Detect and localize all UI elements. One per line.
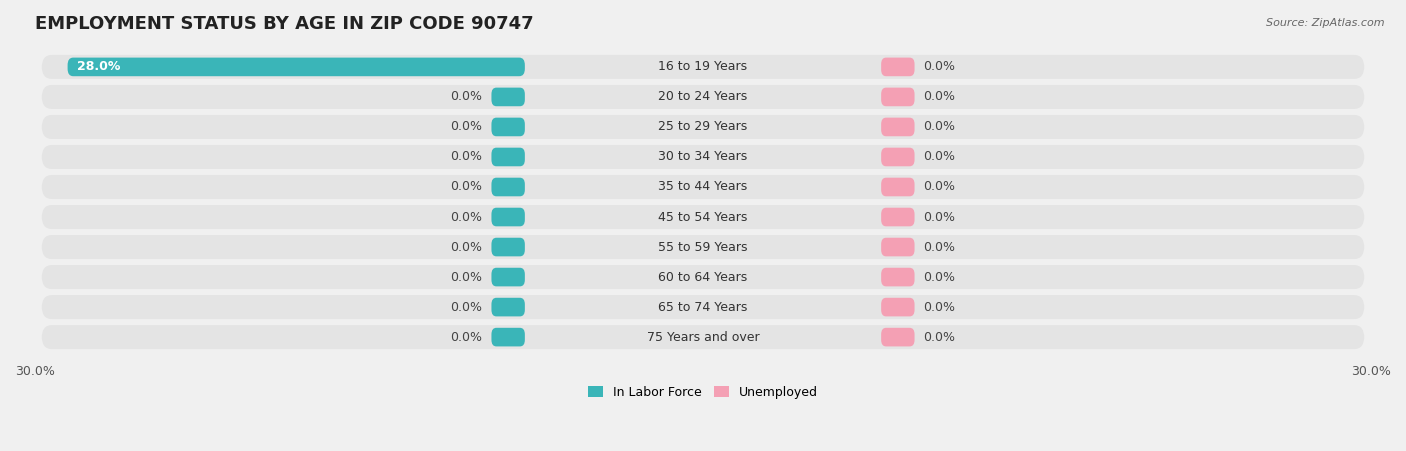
Text: 45 to 54 Years: 45 to 54 Years	[658, 211, 748, 224]
Text: 55 to 59 Years: 55 to 59 Years	[658, 240, 748, 253]
Text: 20 to 24 Years: 20 to 24 Years	[658, 91, 748, 103]
Text: 28.0%: 28.0%	[76, 60, 120, 74]
FancyBboxPatch shape	[42, 145, 1364, 169]
FancyBboxPatch shape	[42, 325, 1364, 349]
FancyBboxPatch shape	[492, 268, 524, 286]
FancyBboxPatch shape	[882, 328, 914, 346]
Text: 0.0%: 0.0%	[450, 300, 482, 313]
Legend: In Labor Force, Unemployed: In Labor Force, Unemployed	[583, 381, 823, 404]
Text: 16 to 19 Years: 16 to 19 Years	[658, 60, 748, 74]
FancyBboxPatch shape	[492, 87, 524, 106]
FancyBboxPatch shape	[42, 235, 1364, 259]
Text: 0.0%: 0.0%	[450, 331, 482, 344]
Text: 0.0%: 0.0%	[924, 91, 956, 103]
FancyBboxPatch shape	[492, 298, 524, 317]
Text: 0.0%: 0.0%	[450, 271, 482, 284]
Text: 0.0%: 0.0%	[450, 211, 482, 224]
FancyBboxPatch shape	[882, 268, 914, 286]
Text: 0.0%: 0.0%	[450, 151, 482, 163]
FancyBboxPatch shape	[882, 208, 914, 226]
FancyBboxPatch shape	[882, 58, 914, 76]
Text: 0.0%: 0.0%	[924, 211, 956, 224]
FancyBboxPatch shape	[492, 178, 524, 196]
Text: 30 to 34 Years: 30 to 34 Years	[658, 151, 748, 163]
Text: 0.0%: 0.0%	[450, 180, 482, 193]
Text: 0.0%: 0.0%	[450, 120, 482, 133]
Text: Source: ZipAtlas.com: Source: ZipAtlas.com	[1267, 18, 1385, 28]
Text: 0.0%: 0.0%	[924, 331, 956, 344]
FancyBboxPatch shape	[882, 118, 914, 136]
Text: 0.0%: 0.0%	[924, 300, 956, 313]
Text: 75 Years and over: 75 Years and over	[647, 331, 759, 344]
Text: 0.0%: 0.0%	[924, 180, 956, 193]
Text: 65 to 74 Years: 65 to 74 Years	[658, 300, 748, 313]
FancyBboxPatch shape	[42, 295, 1364, 319]
Text: 0.0%: 0.0%	[924, 271, 956, 284]
FancyBboxPatch shape	[42, 55, 1364, 79]
Text: EMPLOYMENT STATUS BY AGE IN ZIP CODE 90747: EMPLOYMENT STATUS BY AGE IN ZIP CODE 907…	[35, 15, 533, 33]
Text: 25 to 29 Years: 25 to 29 Years	[658, 120, 748, 133]
FancyBboxPatch shape	[492, 238, 524, 256]
Text: 0.0%: 0.0%	[924, 120, 956, 133]
FancyBboxPatch shape	[492, 208, 524, 226]
FancyBboxPatch shape	[42, 115, 1364, 139]
Text: 60 to 64 Years: 60 to 64 Years	[658, 271, 748, 284]
FancyBboxPatch shape	[882, 298, 914, 317]
Text: 0.0%: 0.0%	[450, 240, 482, 253]
FancyBboxPatch shape	[882, 147, 914, 166]
FancyBboxPatch shape	[42, 205, 1364, 229]
Text: 0.0%: 0.0%	[924, 151, 956, 163]
FancyBboxPatch shape	[42, 265, 1364, 289]
FancyBboxPatch shape	[67, 58, 524, 76]
FancyBboxPatch shape	[492, 328, 524, 346]
FancyBboxPatch shape	[882, 238, 914, 256]
Text: 0.0%: 0.0%	[924, 240, 956, 253]
FancyBboxPatch shape	[882, 178, 914, 196]
Text: 35 to 44 Years: 35 to 44 Years	[658, 180, 748, 193]
FancyBboxPatch shape	[42, 85, 1364, 109]
Text: 0.0%: 0.0%	[924, 60, 956, 74]
FancyBboxPatch shape	[42, 175, 1364, 199]
FancyBboxPatch shape	[492, 118, 524, 136]
FancyBboxPatch shape	[492, 147, 524, 166]
Text: 0.0%: 0.0%	[450, 91, 482, 103]
FancyBboxPatch shape	[882, 87, 914, 106]
